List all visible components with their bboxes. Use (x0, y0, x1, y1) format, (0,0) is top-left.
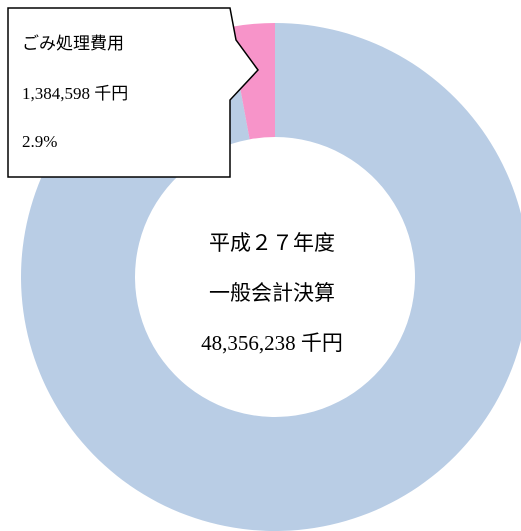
callout-box (7, 7, 259, 178)
callout-percent: 2.9% (22, 132, 57, 151)
callout-amount: 1,384,598 千円 (22, 84, 128, 103)
center-text: 平成２７年度 (209, 231, 335, 255)
center-text: 48,356,238 千円 (201, 331, 343, 355)
callout-category: ごみ処理費用 (22, 34, 124, 53)
center-text: 一般会計決算 (209, 281, 335, 305)
